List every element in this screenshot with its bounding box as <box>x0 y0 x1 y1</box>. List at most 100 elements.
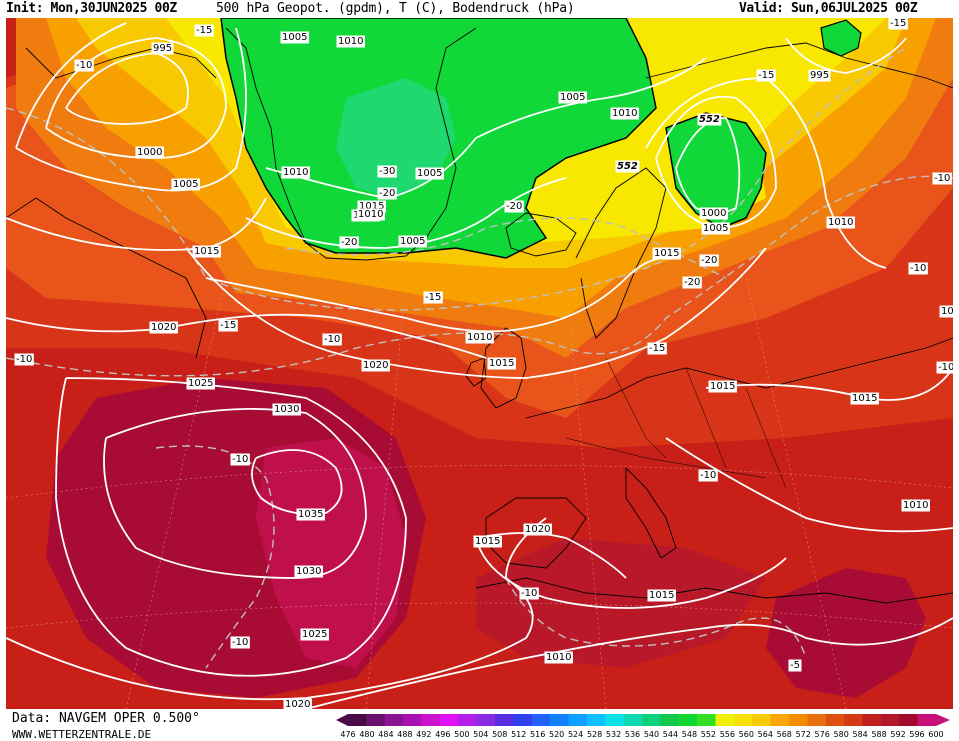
label-background <box>504 200 524 213</box>
label-t20-c: -20 <box>506 201 522 212</box>
isobar-1015-se <box>665 437 953 533</box>
colorbar-swatch <box>899 714 918 726</box>
label-background <box>647 342 667 355</box>
colorbar-swatch <box>715 714 735 726</box>
label-1020-d: 1020 <box>525 524 550 535</box>
colorbar-tick-label: 568 <box>777 730 792 739</box>
label-group-pressure: 995 1000 1005 1015 1020 1025 1030 1035 1… <box>135 31 953 709</box>
isobar-1000-west <box>45 37 227 159</box>
coastline-russia <box>645 42 953 89</box>
colorbar-legend: 476 480 484 488 492 496 500 504 508 512 516 520 524 5… <box>336 714 950 739</box>
colorbar-swatch <box>531 714 551 726</box>
colorbar-swatch <box>384 714 404 726</box>
colorbar-tick-label: 584 <box>852 730 867 739</box>
label-background <box>901 499 930 512</box>
label-1035-a: 1035 <box>298 509 323 520</box>
isobar-1005-east <box>655 95 777 229</box>
colorbar-swatch <box>439 714 459 726</box>
colorbar-swatch <box>403 714 422 726</box>
colorbar-tick-label: 596 <box>909 730 924 739</box>
colorbar-tick-label: 564 <box>758 730 773 739</box>
colorbar-tick-label: 552 <box>701 730 716 739</box>
label-background <box>296 508 325 521</box>
label-t10-a: -10 <box>76 60 92 71</box>
colorbar-swatch <box>807 714 827 726</box>
label-background <box>682 276 702 289</box>
coastline-iceland <box>505 212 577 257</box>
colorbar-arrow-right <box>936 714 950 726</box>
colorbar-tick-label: 512 <box>511 730 526 739</box>
weather-map: 995 1000 1005 1015 1020 1025 1030 1035 1… <box>6 18 953 709</box>
label-t15-c: -15 <box>425 292 441 303</box>
label-background <box>652 247 681 260</box>
label-1010-i: 1010 <box>546 652 571 663</box>
label-background <box>808 69 831 82</box>
label-t10-i: -10 <box>521 588 537 599</box>
fill-high-inner <box>256 438 406 668</box>
map-title: 500 hPa Geopot. (gpdm), T (C), Bodendruc… <box>216 1 575 16</box>
label-background <box>377 187 397 200</box>
fill-green-corner <box>820 19 862 57</box>
label-background <box>151 42 174 55</box>
label-background <box>423 291 443 304</box>
isobar-1010-mid <box>205 257 667 333</box>
colorbar-arrow-left <box>336 714 348 726</box>
label-t10-b: -10 <box>16 354 32 365</box>
label-1020-b: 1020 <box>285 699 310 709</box>
data-source-label: Data: NAVGEM OPER 0.500° <box>12 711 200 726</box>
label-background <box>322 333 342 346</box>
borders-europe <box>565 357 787 489</box>
label-t30-a: -30 <box>379 166 395 177</box>
label-1005-a: 1005 <box>173 179 198 190</box>
label-background <box>14 353 34 366</box>
isobar-1025 <box>55 377 407 677</box>
colorbar-tick-label: 536 <box>625 730 640 739</box>
label-t10-h: -10 <box>700 470 716 481</box>
colorbar-swatch <box>476 714 496 726</box>
label-background <box>283 698 312 709</box>
label-1025-a: 1025 <box>188 378 213 389</box>
label-background <box>294 565 323 578</box>
label-background <box>615 160 640 173</box>
label-1005-c: 1005 <box>417 168 442 179</box>
label-1015-h: 1015 <box>649 590 674 601</box>
colorbar-tick-label: 524 <box>568 730 583 739</box>
isobar-1010-north <box>265 57 707 199</box>
label-background <box>699 254 719 267</box>
label-t10-e: -10 <box>232 637 248 648</box>
coastline-italy <box>625 466 677 559</box>
label-552-b: 552 <box>617 161 638 172</box>
colorbar-swatches <box>336 714 950 726</box>
colorbar-tick-label: 540 <box>644 730 659 739</box>
label-1015-b: 1015 <box>359 201 384 212</box>
colorbar-tick-label: 520 <box>549 730 564 739</box>
colorbar-labels: 476 480 484 488 492 496 500 504 508 512 516 520 524 5… <box>340 730 943 739</box>
label-t10-c: -10 <box>324 334 340 345</box>
colorbar-tick-label: 576 <box>815 730 830 739</box>
isotherm-10-west <box>6 175 953 377</box>
colorbar-tick-label: 500 <box>454 730 469 739</box>
label-t20-b: -20 <box>341 237 357 248</box>
isobar-995-west <box>65 52 189 125</box>
isobar-995-ne <box>785 37 907 74</box>
label-background <box>398 235 427 248</box>
colorbar-swatch <box>880 714 900 726</box>
coastline-europe <box>525 337 953 419</box>
label-background <box>558 91 587 104</box>
label-552-a: 552 <box>699 114 720 125</box>
label-background <box>699 207 728 220</box>
label-background <box>218 319 238 332</box>
label-t10-g: -10 <box>910 263 926 274</box>
colorbar-tick-label: 572 <box>796 730 811 739</box>
label-background <box>523 523 552 536</box>
label-1020-c: 1020 <box>363 360 388 371</box>
coastline-hudson <box>25 47 217 79</box>
label-10-j: 10 <box>941 306 953 317</box>
label-background <box>74 59 94 72</box>
label-1030-a: 1030 <box>274 404 299 415</box>
colorbar-tick-label: 480 <box>359 730 374 739</box>
label-background <box>186 377 215 390</box>
label-t20-e: -20 <box>684 277 700 288</box>
label-background <box>544 651 573 664</box>
colorbar-tick-label: 580 <box>834 730 849 739</box>
